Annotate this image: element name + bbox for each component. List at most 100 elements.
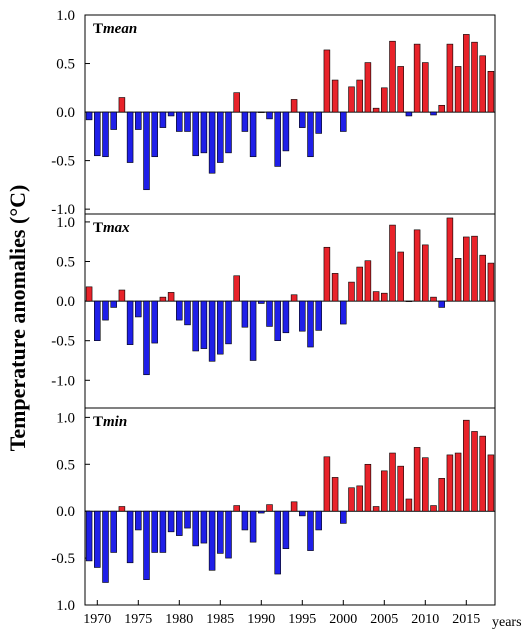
bar-tmin-2018 [487,454,495,512]
bar-tmean-1998 [323,49,331,113]
bar-tmax-1984 [208,300,216,362]
bar-tmean-1992 [274,111,281,167]
bar-tmean-1988 [241,111,249,132]
bar-tmean-1991 [266,111,273,120]
bar-tmax-1991 [266,300,273,327]
bar-tmax-1970 [94,300,101,341]
bar-tmax-2009 [413,229,421,302]
bar-tmean-1976 [143,111,150,191]
x-tick-label: 2015 [452,612,480,627]
bar-tmax-1979 [167,292,175,302]
bar-tmin-1999 [331,477,339,512]
x-tick-label: 2000 [329,612,357,627]
bar-tmean-2015 [463,34,470,113]
bar-tmax-2000 [340,300,347,325]
bar-tmax-1971 [102,300,109,321]
bar-tmin-1975 [135,510,142,531]
bar-tmax-1978 [159,296,167,302]
x-tick-label: 1980 [165,612,193,627]
bar-tmin-1981 [184,510,191,529]
bar-tmean-2004 [372,107,380,113]
bar-tmax-1983 [200,300,208,349]
panel-tmin: 1.0 0.5 0.0 -0.5 1.0 Tmin [51,407,496,614]
bar-tmax-1982 [192,300,199,352]
y-tick-label: 1.0 [56,410,75,426]
bar-tmin-1970 [94,510,101,568]
bar-tmin-1984 [208,510,216,571]
bar-tmean-1997 [315,111,322,134]
bar-tmax-2004 [372,291,380,302]
y-tick-label: 1.0 [56,598,75,614]
bar-tmax-1973 [118,289,126,302]
bar-tmean-1993 [282,111,290,152]
y-tick-label: 0.0 [56,105,75,121]
bar-tmin-1988 [241,510,249,531]
bar-tmin-1986 [225,510,232,559]
bar-tmean-1983 [200,111,208,154]
bar-tmax-1975 [135,300,142,318]
bar-tmin-2016 [471,431,478,512]
bar-tmax-2002 [356,266,363,302]
bar-tmean-1970 [94,111,101,157]
bar-tmean-2000 [340,111,347,132]
bar-tmax-2010 [422,244,429,302]
bar-tmin-2008 [405,498,413,512]
bar-tmax-1974 [126,300,134,345]
y-tick-label: -0.5 [51,154,75,170]
bar-tmax-1997 [315,300,322,331]
bar-tmin-1977 [151,510,158,553]
bar-tmean-2005 [381,87,388,113]
bar-tmean-1984 [208,111,216,174]
bar-tmax-1972 [110,300,117,308]
bar-tmin-2009 [413,447,421,512]
bar-tmin-1996 [307,510,314,551]
bar-tmean-1969 [85,111,93,121]
bar-tmax-1977 [151,300,158,344]
bar-tmin-1990 [258,510,265,514]
bar-tmean-1990 [258,111,265,113]
bar-tmean-2010 [422,62,429,113]
bar-tmean-1995 [299,111,306,128]
y-tick-label: -0.5 [51,551,75,567]
bar-tmean-1971 [102,111,109,158]
bar-tmean-1987 [233,92,240,113]
bar-tmin-2003 [364,463,372,512]
bar-tmean-2013 [446,43,454,113]
bar-tmin-1985 [217,510,224,554]
bar-tmin-2011 [430,505,437,512]
bar-tmean-2008 [405,111,413,117]
x-tick-label: 2005 [370,612,398,627]
bar-tmean-1978 [159,111,167,128]
bar-tmin-2001 [348,487,355,512]
bar-tmean-1975 [135,111,142,130]
bar-tmin-1972 [110,510,117,553]
bar-tmax-2005 [381,292,388,302]
bar-tmean-1986 [225,111,232,154]
bar-tmax-1986 [225,300,232,345]
bar-tmax-2003 [364,260,372,302]
bar-tmean-2006 [389,40,396,113]
bar-tmax-2016 [471,235,478,302]
bar-tmax-2017 [479,254,486,302]
panel-tmax: 1.0 0.5 0.0 -0.5 -1.0 Tmax [51,213,496,409]
bar-tmax-2012 [438,300,445,308]
y-tick-label: 1.0 [56,8,75,24]
bar-tmean-1977 [151,111,158,158]
bar-tmin-1969 [85,510,93,562]
panel-label: Tmin [93,414,127,430]
bar-tmin-1987 [233,505,240,512]
bar-tmin-1982 [192,510,199,547]
bar-tmin-1991 [266,504,273,512]
x-tick-label: 1970 [83,612,111,627]
y-tick-label: 0.0 [56,294,75,310]
bar-tmin-1983 [200,510,208,544]
bar-tmax-1992 [274,300,281,341]
bar-tmin-2013 [446,454,454,512]
y-tick-label: -1.0 [51,373,75,389]
bar-tmax-2006 [389,224,396,302]
bar-tmax-1994 [290,294,298,302]
bar-tmax-1996 [307,300,314,348]
bar-tmin-1989 [249,510,257,543]
bar-tmin-1998 [323,456,331,512]
bar-tmax-1988 [241,300,249,328]
